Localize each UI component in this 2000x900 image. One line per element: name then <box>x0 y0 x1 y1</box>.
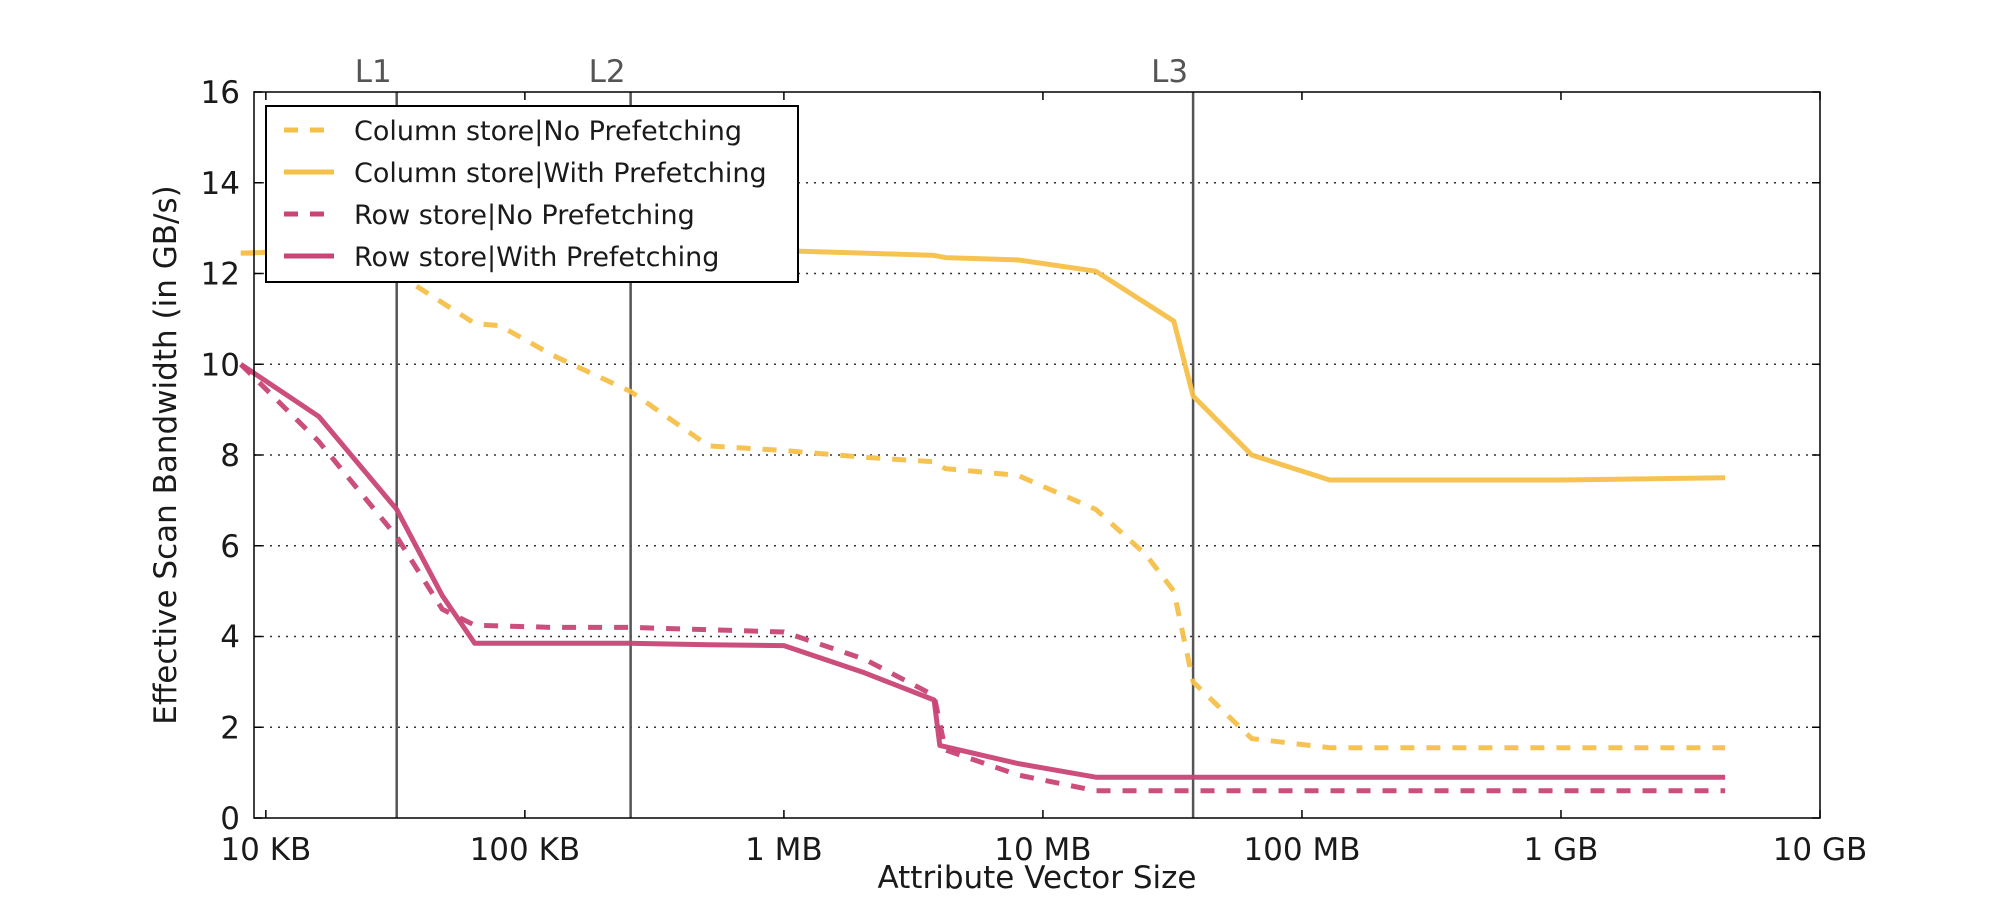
y-tick-label: 16 <box>201 75 240 111</box>
y-axis-ticks: 0 2 4 6 8 10 12 14 16 <box>201 75 1820 837</box>
y-tick-label: 10 <box>201 347 240 383</box>
y-tick-label: 12 <box>201 257 240 293</box>
y-axis-label: Effective Scan Bandwidth (in GB/s) <box>148 185 184 724</box>
x-tick-label: 100 MB <box>1243 832 1360 868</box>
y-tick-label: 8 <box>220 438 240 474</box>
x-axis-label: Attribute Vector Size <box>877 860 1196 896</box>
legend-entry-label: Row store|No Prefetching <box>354 200 695 231</box>
x-tick-label: 1 MB <box>745 832 823 868</box>
x-tick-label: 10 KB <box>220 832 311 868</box>
x-tick-label: 1 GB <box>1524 832 1599 868</box>
y-tick-label: 4 <box>220 620 240 656</box>
legend-box <box>265 105 799 283</box>
x-tick-label: 10 GB <box>1773 832 1868 868</box>
legend-entry-label: Column store|No Prefetching <box>354 116 742 147</box>
series-line <box>240 248 1726 483</box>
x-tick-label: 10 MB <box>994 832 1091 868</box>
series-line <box>239 362 1726 794</box>
legend-entry-label: Row store|With Prefetching <box>354 242 719 273</box>
series-lines <box>239 248 1726 794</box>
y-tick-label: 0 <box>220 801 240 837</box>
series-line <box>240 250 1726 751</box>
cache-marker-label: L2 <box>589 54 626 90</box>
series-line <box>239 362 1726 780</box>
y-tick-label: 14 <box>201 166 240 202</box>
gridlines <box>254 182 1820 728</box>
x-axis-ticks: 10 KB 100 KB 1 MB 10 MB 100 MB 1 GB 10 GB <box>220 92 1867 868</box>
x-tick-label: 100 KB <box>470 832 581 868</box>
y-tick-label: 2 <box>220 710 240 746</box>
y-tick-label: 6 <box>220 529 240 565</box>
legend: Column store|No Prefetching Column store|… <box>265 105 799 283</box>
legend-entry-label: Column store|With Prefetching <box>354 158 767 189</box>
cache-marker-label: L1 <box>355 54 392 90</box>
cache-marker-label: L3 <box>1151 54 1188 90</box>
